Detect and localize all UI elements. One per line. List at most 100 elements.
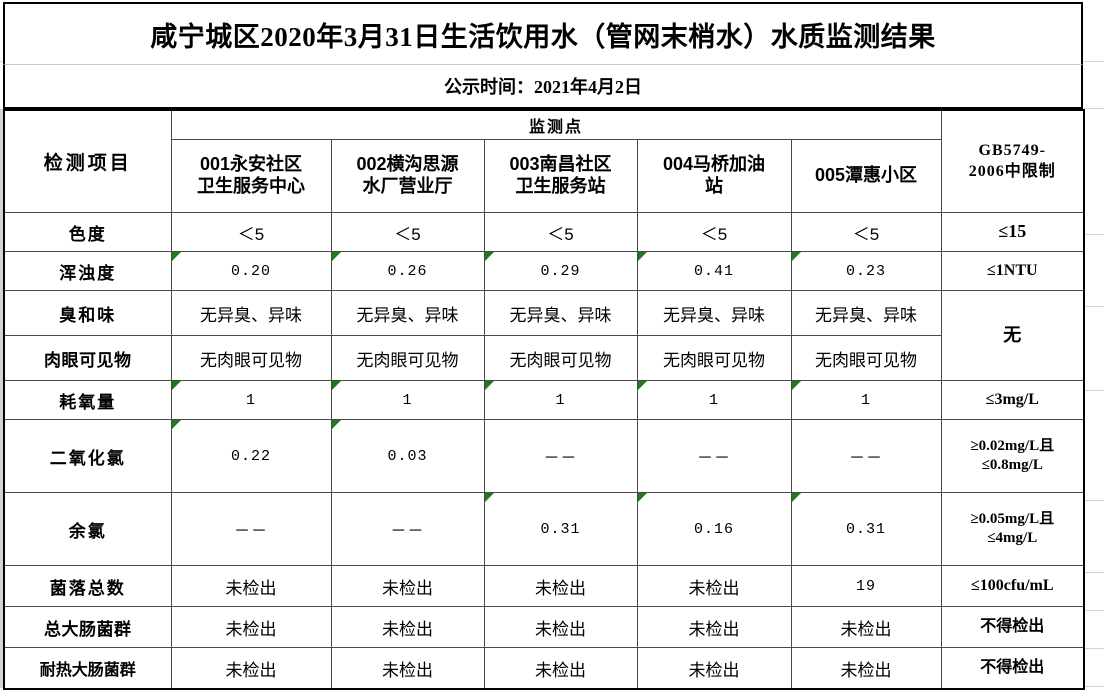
row-label: 菌落总数	[3, 565, 172, 607]
cell-value: 未检出	[330, 565, 485, 607]
cell-value: 0.16	[636, 492, 792, 566]
cell-value: －－	[790, 419, 942, 493]
cell-value: 1	[330, 380, 485, 420]
comment-flag-icon	[485, 252, 494, 261]
cell-value: 未检出	[483, 647, 638, 690]
publish-date: 公示时间：2021年4月2日	[444, 77, 642, 97]
cell-limit: ≤1NTU	[940, 251, 1085, 291]
row-label: 浑浊度	[3, 251, 172, 291]
cell-limit-line1: ≥0.05mg/L且	[970, 510, 1055, 527]
header-standard-limit-line2: 2006中限制	[968, 162, 1056, 180]
ghost-gridline	[1083, 108, 1104, 109]
header-site-002-line2: 水厂营业厅	[362, 176, 453, 196]
cell-value: 未检出	[636, 606, 792, 648]
header-site-002-line1: 002横沟思源	[356, 154, 459, 175]
table-row: 耐热大肠菌群 未检出 未检出 未检出 未检出 未检出 不得检出	[3, 647, 1085, 690]
cell-value: 0.41	[636, 251, 792, 291]
comment-flag-icon	[332, 420, 341, 429]
cell-value: 无异臭、异味	[170, 290, 332, 336]
cell-value: －－	[330, 492, 485, 566]
cell-value: 0.31	[483, 492, 638, 566]
table-row: 肉眼可见物 无肉眼可见物 无肉眼可见物 无肉眼可见物 无肉眼可见物 无肉眼可见物	[3, 335, 1084, 381]
cell-limit: ≥0.05mg/L且 ≤4mg/L	[940, 492, 1085, 566]
cell-value: ＜5	[330, 212, 485, 252]
cell-value: 0.23	[790, 251, 942, 291]
cell-value: 未检出	[790, 647, 942, 690]
ghost-gridline	[1083, 610, 1104, 611]
cell-value: 未检出	[790, 606, 942, 648]
header-site-001: 001永安社区 卫生服务中心	[170, 139, 332, 213]
cell-value: 无肉眼可见物	[170, 335, 332, 381]
comment-flag-icon	[332, 252, 341, 261]
cell-value: 无肉眼可见物	[483, 335, 638, 381]
cell-value: ＜5	[636, 212, 792, 252]
cell-value: 未检出	[483, 606, 638, 648]
cell-value: 0.03	[330, 419, 485, 493]
comment-flag-icon	[172, 420, 181, 429]
water-quality-table: 检测项目 监测点 GB5749- 2006中限制 001永安社区 卫生服务中心 …	[3, 109, 1086, 690]
ghost-gridline	[1083, 648, 1104, 649]
cell-value: －－	[170, 492, 332, 566]
table-header-row-sites: 001永安社区 卫生服务中心 002横沟思源 水厂营业厅 003南昌社区 卫生服…	[4, 139, 1084, 213]
cell-value: 无异臭、异味	[483, 290, 638, 336]
cell-value: 1	[483, 380, 638, 420]
comment-flag-icon	[485, 381, 494, 390]
table-row: 浑浊度 0.20 0.26 0.29 0.41 0.23 ≤1NTU	[3, 251, 1085, 291]
row-label: 总大肠菌群	[3, 606, 172, 648]
cell-value: 0.29	[483, 251, 638, 291]
cell-value: 无肉眼可见物	[636, 335, 792, 381]
row-label: 余氯	[3, 492, 172, 566]
cell-limit: 不得检出	[940, 647, 1085, 690]
cell-value: 未检出	[636, 565, 792, 607]
cell-value: 未检出	[170, 565, 332, 607]
cell-value: 无异臭、异味	[790, 290, 942, 336]
cell-limit: 不得检出	[940, 606, 1085, 648]
cell-value: 1	[170, 380, 332, 420]
header-site-004-line1: 004马桥加油	[662, 154, 766, 175]
row-label: 臭和味	[3, 290, 172, 336]
cell-value: －－	[636, 419, 792, 493]
cell-value: 未检出	[483, 565, 638, 607]
ghost-gridline	[1083, 390, 1104, 391]
table-row: 二氧化氯 0.22 0.03 －－ －－ －－ ≥0.02mg/L且 ≤0.8m…	[3, 419, 1085, 493]
header-site-003: 003南昌社区 卫生服务站	[483, 139, 638, 213]
cell-value: 未检出	[330, 647, 485, 690]
header-site-001-line2: 卫生服务中心	[197, 176, 305, 196]
cell-value: 0.22	[170, 419, 332, 493]
cell-value: 未检出	[170, 647, 332, 690]
table-row: 臭和味 无异臭、异味 无异臭、异味 无异臭、异味 无异臭、异味 无异臭、异味 无	[3, 290, 1085, 381]
comment-flag-icon	[792, 381, 801, 390]
cell-value: ＜5	[170, 212, 332, 252]
ghost-gridline	[1083, 61, 1104, 62]
comment-flag-icon	[332, 381, 341, 390]
table-row: 色度 ＜5 ＜5 ＜5 ＜5 ＜5 ≤15	[3, 212, 1085, 252]
ghost-gridline	[1083, 500, 1104, 501]
comment-flag-icon	[638, 381, 647, 390]
header-item: 检测项目	[3, 109, 172, 213]
cell-value: 无异臭、异味	[330, 290, 485, 336]
header-site-001-line1: 001永安社区	[199, 154, 303, 175]
cell-limit-line1: ≥0.02mg/L且	[970, 437, 1055, 454]
header-site-005: 005潭惠小区	[790, 139, 942, 213]
cell-value: －－	[483, 419, 638, 493]
cell-value: ＜5	[483, 212, 638, 252]
cell-value: 0.31	[790, 492, 942, 566]
header-standard-limit-line1: GB5749-	[978, 141, 1046, 159]
cell-limit: ≥0.02mg/L且 ≤0.8mg/L	[940, 419, 1085, 493]
document-title-row: 咸宁城区2020年3月31日生活饮用水（管网末梢水）水质监测结果	[3, 2, 1083, 65]
table-header-row-group: 检测项目 监测点 GB5749- 2006中限制	[3, 109, 1085, 213]
header-standard-limit: GB5749- 2006中限制	[940, 109, 1085, 213]
cell-value: 1	[636, 380, 792, 420]
ghost-gridline	[1083, 686, 1104, 687]
cell-value: 未检出	[170, 606, 332, 648]
cell-limit: ≤15	[940, 212, 1085, 252]
ghost-gridline	[1083, 306, 1104, 307]
cell-limit: ≤100cfu/mL	[940, 565, 1085, 607]
row-label: 耗氧量	[3, 380, 172, 420]
header-site-004: 004马桥加油 站	[636, 139, 792, 213]
cell-value: 无肉眼可见物	[790, 335, 942, 381]
cell-value: 19	[790, 565, 942, 607]
header-site-002: 002横沟思源 水厂营业厅	[330, 139, 485, 213]
cell-value: 未检出	[330, 606, 485, 648]
